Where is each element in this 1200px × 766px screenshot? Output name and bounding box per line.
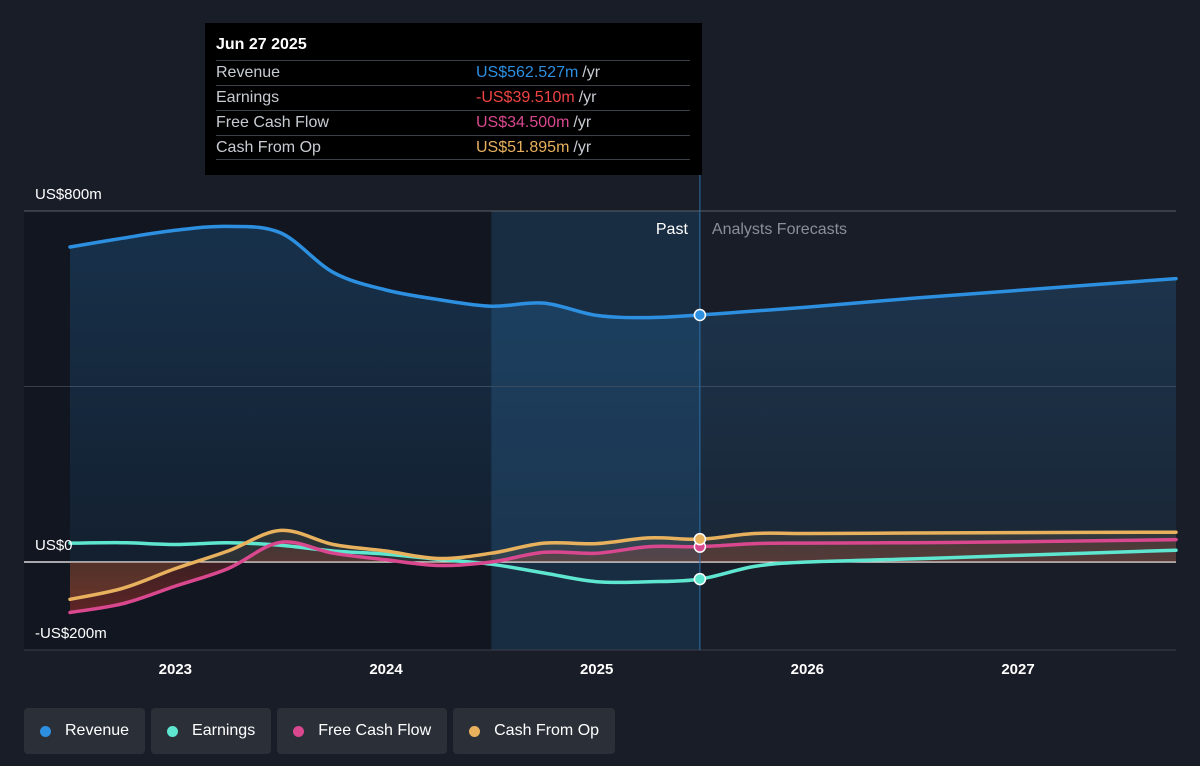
x-axis-tick-label: 2026	[791, 661, 824, 678]
tooltip-date: Jun 27 2025	[216, 36, 307, 53]
earnings-line	[68, 540, 1178, 585]
legend: Revenue Earnings Free Cash Flow Cash Fro…	[24, 708, 616, 754]
x-axis-tick-label: 2025	[580, 661, 613, 678]
cash-from-op-line	[68, 528, 1178, 602]
tooltip-unit: /yr	[582, 64, 601, 81]
tooltip-value: US$562.527m	[476, 64, 579, 81]
legend-item-revenue[interactable]: Revenue	[24, 708, 146, 754]
x-axis-labels: 2023 2024 2025 2026 2027	[159, 661, 1035, 678]
earnings-marker	[693, 572, 707, 586]
tooltip-rows: Revenue US$562.527m /yr Earnings -US$39.…	[216, 60, 690, 160]
past-label: Past	[656, 221, 689, 238]
chart-canvas: US$800m US$0 -US$200m 2023 2024 2025 2026 2027…	[24, 175, 1178, 678]
forecast-label: Analysts Forecasts	[712, 221, 847, 238]
tooltip-row-free-cash-flow: Free Cash Flow US$34.500m /yr	[216, 110, 690, 135]
tooltip: Jun 27 2025 Revenue US$562.527m /yr Earn…	[205, 23, 702, 175]
tooltip-row-cash-from-op: Cash From Op US$51.895m /yr	[216, 135, 690, 160]
tooltip-label: Revenue	[216, 64, 281, 81]
revenue-marker	[693, 308, 707, 322]
y-axis-label: US$800m	[35, 186, 102, 203]
legend-item-earnings[interactable]: Earnings	[151, 708, 272, 754]
legend-dot-icon	[40, 725, 51, 737]
tooltip-label: Earnings	[216, 89, 280, 106]
y-axis-label: -US$200m	[35, 625, 107, 642]
tooltip-value: US$51.895m	[476, 138, 570, 156]
legend-dot-icon	[469, 725, 481, 737]
cash-from-op-marker	[693, 532, 707, 546]
tooltip-row-earnings: Earnings -US$39.510m /yr	[216, 85, 690, 110]
legend-item-free-cash-flow[interactable]: Free Cash Flow	[277, 708, 448, 754]
x-axis-tick-label: 2024	[369, 661, 403, 678]
tooltip-value: US$34.500m	[476, 114, 570, 131]
legend-label: Earnings	[192, 722, 256, 739]
tooltip-row-revenue: Revenue US$562.527m /yr	[216, 60, 690, 85]
legend-label: Cash From Op	[494, 722, 600, 739]
free-cash-flow-line	[68, 537, 1178, 615]
legend-item-cash-from-op[interactable]: Cash From Op	[453, 708, 616, 754]
tooltip-label: Cash From Op	[216, 138, 321, 156]
legend-dot-icon	[293, 725, 305, 737]
tooltip-unit: /yr	[573, 138, 592, 156]
y-axis-labels: US$800m US$0 -US$200m	[35, 186, 107, 642]
tooltip-unit: /yr	[573, 114, 592, 131]
revenue-area	[70, 226, 1176, 562]
tooltip-unit: /yr	[578, 89, 597, 106]
legend-label: Free Cash Flow	[318, 722, 432, 739]
x-axis-tick-label: 2027	[1001, 661, 1034, 678]
hover-markers	[693, 308, 707, 586]
y-axis-label: US$0	[35, 537, 73, 554]
series-lines	[68, 224, 1178, 615]
x-axis-tick-label: 2023	[159, 661, 192, 678]
tooltip-value: -US$39.510m	[476, 89, 575, 106]
tooltip-label: Free Cash Flow	[216, 114, 329, 131]
legend-label: Revenue	[65, 722, 130, 739]
revenue-line	[68, 224, 1178, 320]
legend-dot-icon	[167, 725, 179, 737]
